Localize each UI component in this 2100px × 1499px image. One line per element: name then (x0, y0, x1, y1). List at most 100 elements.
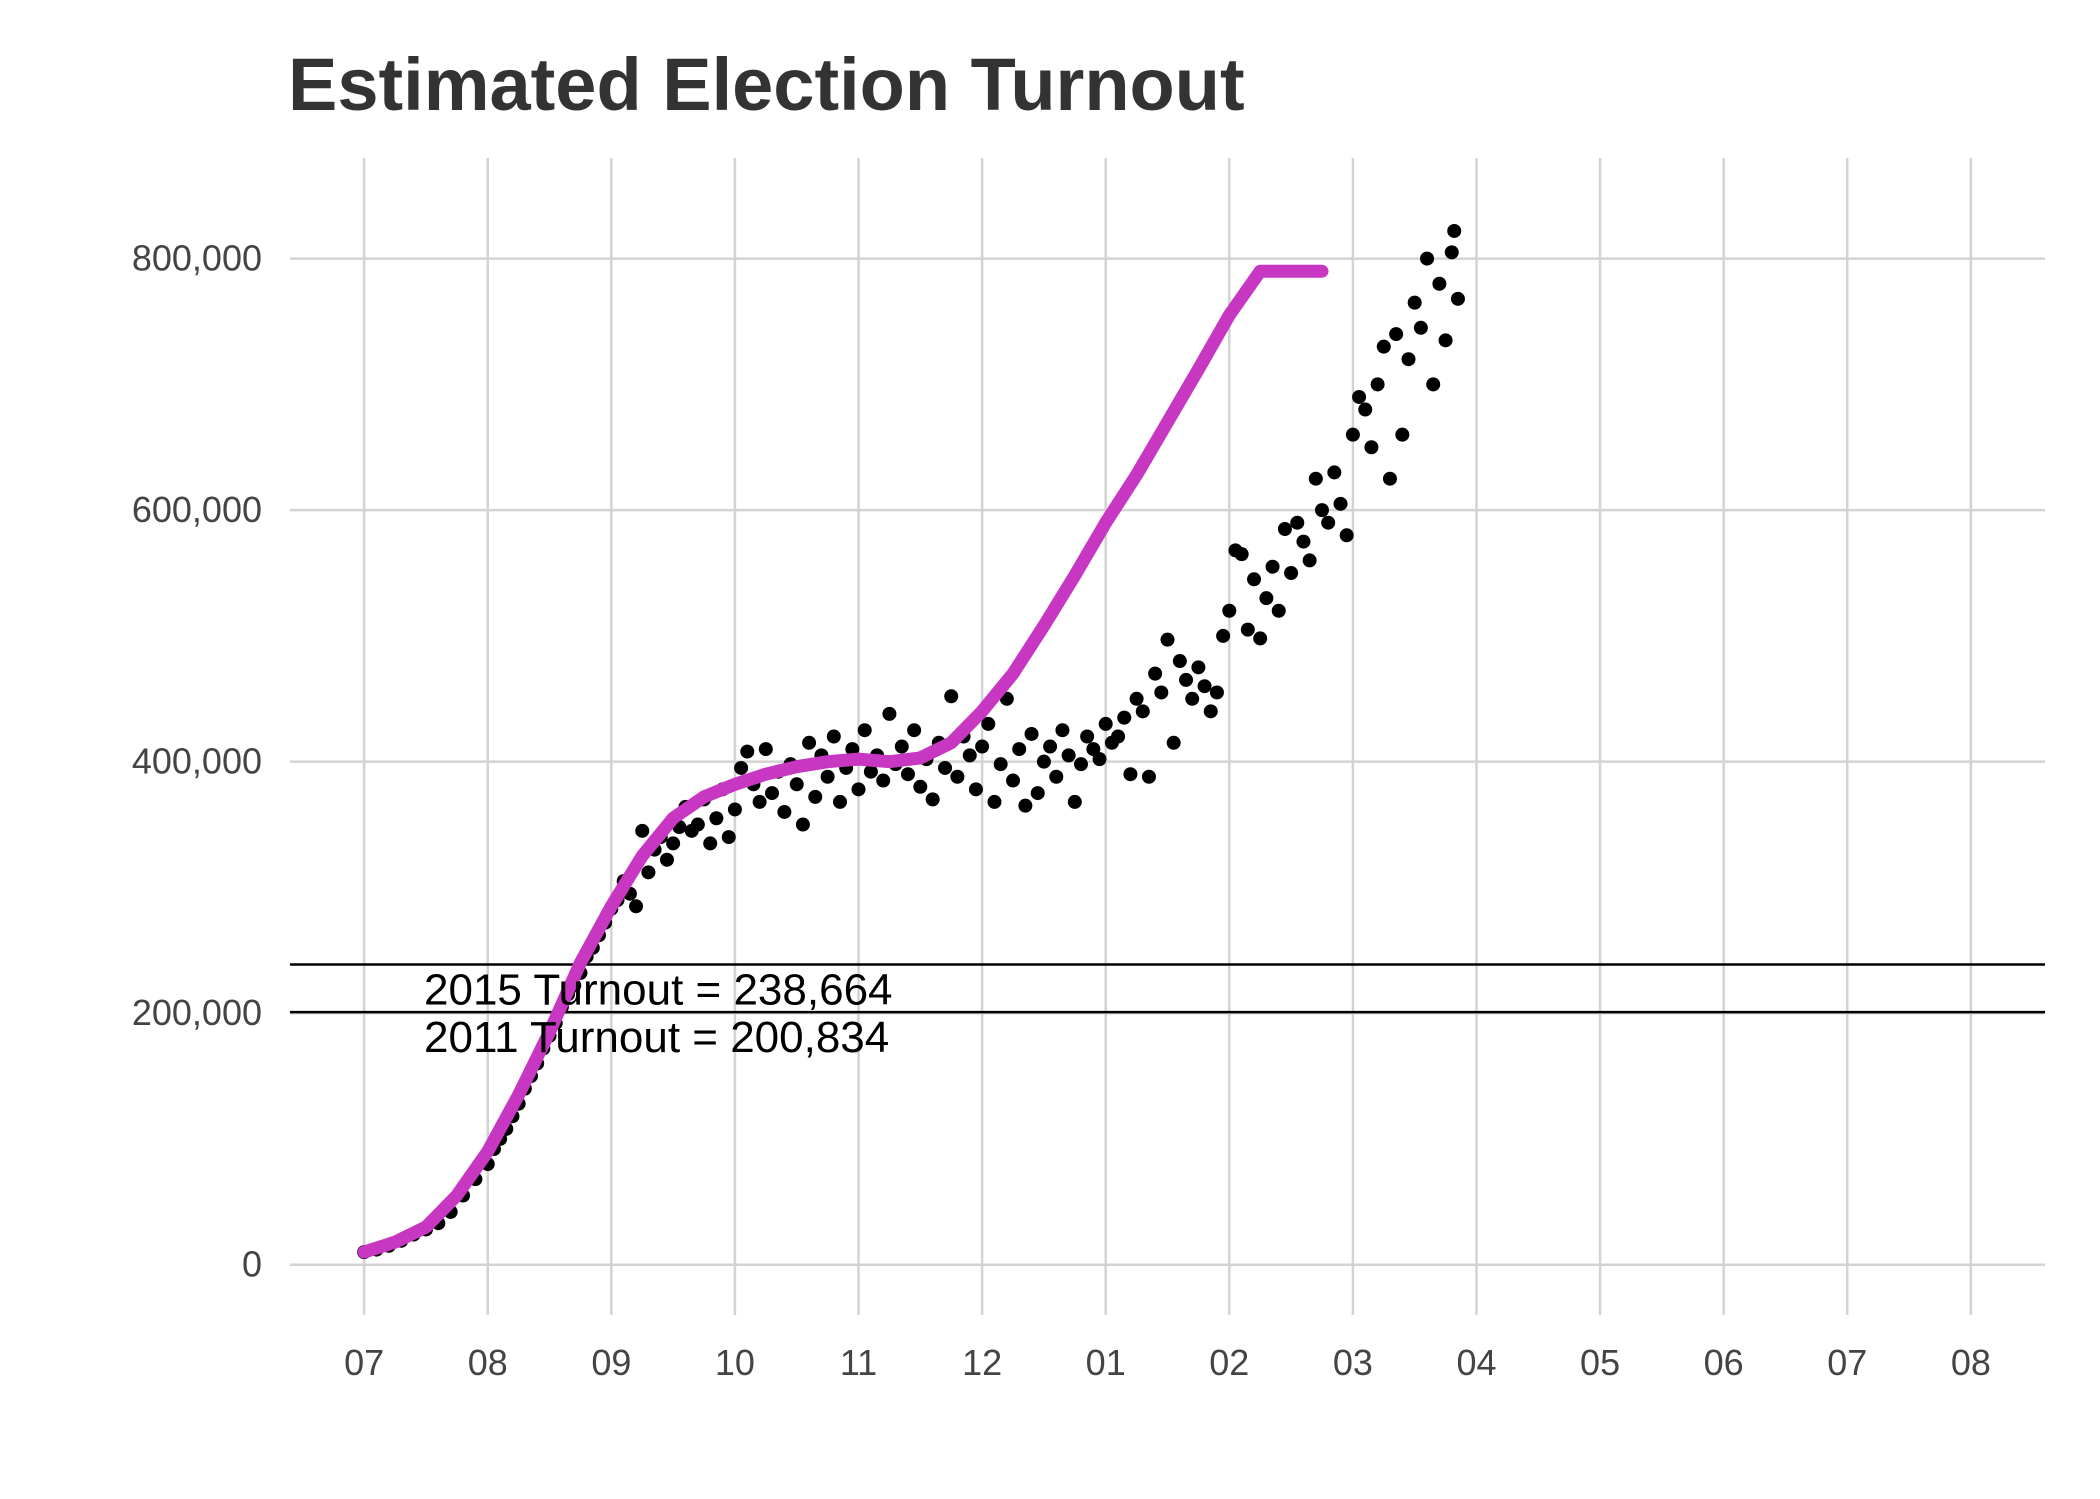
data-point (1197, 679, 1212, 694)
data-point (1321, 515, 1336, 530)
reference-label: 2011 Turnout = 200,834 (424, 1013, 889, 1062)
data-point (1296, 534, 1311, 549)
data-point (802, 735, 817, 750)
data-point (1265, 559, 1280, 574)
x-tick-label: 06 (1704, 1342, 1744, 1383)
data-points (357, 223, 1465, 1260)
data-point (709, 811, 724, 826)
data-point (1049, 769, 1064, 784)
data-point (845, 742, 860, 757)
data-point (1352, 389, 1367, 404)
data-point (1073, 757, 1088, 772)
data-point (727, 802, 742, 817)
data-point (1376, 339, 1391, 354)
data-point (1447, 223, 1462, 238)
data-point (1111, 729, 1126, 744)
data-point (820, 769, 835, 784)
data-point (1345, 427, 1360, 442)
data-point (641, 865, 656, 880)
data-point (1444, 245, 1459, 260)
data-point (894, 739, 909, 754)
data-point (1166, 735, 1181, 750)
data-point (1308, 471, 1323, 486)
data-point (1370, 377, 1385, 392)
data-point (1222, 603, 1237, 618)
data-point (1129, 691, 1144, 706)
data-point (968, 782, 983, 797)
data-point (758, 742, 773, 757)
data-point (1401, 352, 1416, 367)
y-tick-label: 400,000 (132, 741, 262, 782)
data-point (1185, 691, 1200, 706)
data-point (808, 789, 823, 804)
reference-label: 2015 Turnout = 238,664 (424, 966, 893, 1015)
data-point (721, 830, 736, 845)
data-point (1438, 333, 1453, 348)
data-point (1284, 566, 1299, 581)
data-point (962, 748, 977, 763)
data-point (851, 782, 866, 797)
x-tick-label: 08 (468, 1342, 508, 1383)
data-point (987, 794, 1002, 809)
data-point (1141, 769, 1156, 784)
data-point (765, 786, 780, 801)
x-tick-label: 03 (1333, 1342, 1373, 1383)
gridlines (290, 158, 2045, 1315)
data-point (777, 804, 792, 819)
data-point (1259, 591, 1274, 606)
data-point (826, 729, 841, 744)
data-point (1382, 471, 1397, 486)
data-point (752, 794, 767, 809)
data-point (629, 899, 644, 914)
data-point (1086, 742, 1101, 757)
data-point (1333, 496, 1348, 511)
data-point (1358, 402, 1373, 417)
data-point (1432, 276, 1447, 291)
data-point (1080, 729, 1095, 744)
x-tick-label: 12 (962, 1342, 1002, 1383)
data-point (1179, 672, 1194, 687)
data-point (1203, 704, 1218, 719)
trend-line (357, 264, 1329, 1259)
data-point (1364, 440, 1379, 455)
data-point (882, 706, 897, 721)
data-point (1172, 654, 1187, 669)
data-point (795, 817, 810, 832)
data-point (1407, 295, 1422, 310)
data-point (1148, 666, 1163, 681)
x-tick-label: 01 (1086, 1342, 1126, 1383)
data-point (857, 723, 872, 738)
data-point (1135, 704, 1150, 719)
data-point (1092, 752, 1107, 767)
data-point (1055, 723, 1070, 738)
x-tick-label: 05 (1580, 1342, 1620, 1383)
data-point (1154, 685, 1169, 700)
x-tick-label: 02 (1209, 1342, 1249, 1383)
data-point (1290, 515, 1305, 530)
data-point (981, 716, 996, 731)
data-point (740, 744, 755, 759)
x-tick-label: 10 (715, 1342, 755, 1383)
data-point (1271, 603, 1286, 618)
data-point (1426, 377, 1441, 392)
data-point (938, 760, 953, 775)
data-point (1395, 427, 1410, 442)
data-point (1160, 632, 1175, 647)
data-point (1247, 572, 1262, 587)
data-point (1234, 547, 1249, 562)
axis-labels: 0 200,000 400,000 600,000 800,000 07 08 09 10 11 1… (132, 238, 1991, 1383)
data-point (993, 757, 1008, 772)
data-point (863, 764, 878, 779)
data-point (1098, 716, 1113, 731)
data-point (1006, 773, 1021, 788)
data-point (1327, 465, 1342, 480)
data-point (1191, 660, 1206, 675)
data-point (1420, 251, 1435, 266)
y-tick-label: 600,000 (132, 489, 262, 530)
data-point (1216, 628, 1231, 643)
data-point (734, 760, 749, 775)
data-point (1018, 798, 1033, 813)
data-point (913, 779, 928, 794)
